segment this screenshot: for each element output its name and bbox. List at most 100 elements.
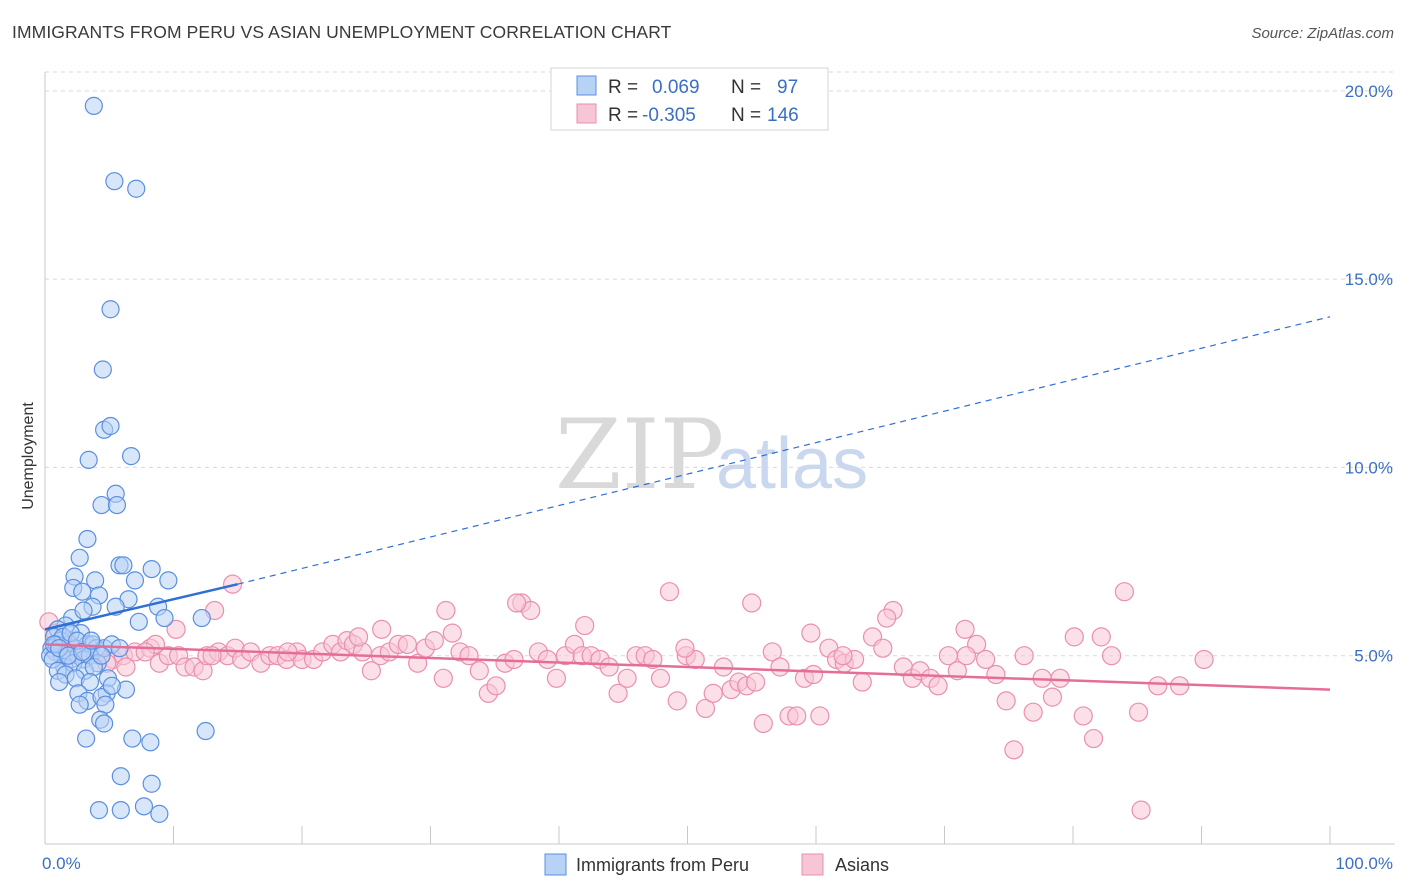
asians-point: [877, 608, 897, 628]
asians-points: [39, 574, 1214, 820]
asians-point: [436, 600, 456, 621]
peru-point: [123, 729, 142, 748]
peru-point: [74, 601, 93, 620]
peru-point: [121, 447, 141, 466]
peru-point: [70, 548, 89, 567]
asians-point: [852, 672, 872, 692]
peru-trend-line: [44, 582, 239, 631]
peru-points: [41, 96, 215, 823]
asians-point: [742, 593, 762, 613]
asians-point: [996, 691, 1016, 711]
watermark-atlas: atlas: [716, 424, 868, 504]
peru-point: [150, 804, 169, 823]
legend-swatch-peru: [576, 75, 597, 96]
peru-point: [141, 733, 160, 752]
peru-point: [77, 729, 96, 748]
asians-point: [956, 646, 976, 666]
bottom-legend: Immigrants from Peru Asians: [544, 853, 889, 876]
asians-point: [770, 657, 790, 677]
bottom-legend-swatch-asians: [801, 853, 824, 876]
peru-point: [111, 801, 130, 820]
asians-point: [506, 593, 527, 613]
x-ticks: [44, 826, 1331, 844]
x-tick-labels: 0.0% 100.0%: [42, 854, 1393, 873]
peru-point: [79, 450, 98, 469]
asians-point: [1042, 687, 1063, 707]
asians-point: [1014, 646, 1034, 666]
asians-point: [361, 661, 381, 681]
y-tick-label: 20.0%: [1345, 82, 1393, 101]
asians-point: [703, 683, 723, 703]
peru-point: [129, 612, 148, 631]
y-tick-label: 10.0%: [1345, 458, 1393, 477]
legend-r-label-asians: R =: [608, 105, 638, 126]
asians-point: [762, 642, 782, 662]
legend-r-value-asians: -0.305: [642, 105, 696, 126]
legend-n-label-asians: N =: [731, 105, 761, 126]
y-tick-label: 15.0%: [1345, 270, 1393, 289]
peru-point: [192, 608, 211, 628]
axes: [44, 72, 1395, 845]
asians-point: [575, 615, 595, 636]
peru-point: [96, 695, 115, 714]
legend-r-value-peru: 0.069: [652, 77, 700, 98]
asians-point: [643, 649, 663, 670]
asians-point: [803, 664, 824, 685]
peru-point: [50, 672, 69, 692]
asians-point: [1148, 676, 1168, 696]
asians-point: [397, 634, 417, 655]
peru-point: [142, 559, 161, 579]
peru-point: [111, 767, 130, 786]
peru-point: [114, 556, 133, 575]
watermark-zip: ZIP: [555, 399, 724, 511]
asians-point: [537, 649, 558, 670]
bottom-legend-swatch-peru: [544, 853, 567, 876]
asians-point: [986, 664, 1006, 685]
peru-point: [107, 495, 127, 515]
peru-point: [73, 582, 92, 601]
asians-point: [617, 668, 637, 688]
peru-point: [134, 797, 154, 816]
asians-point: [1064, 627, 1084, 647]
asians-point: [1114, 582, 1135, 602]
legend: R = 0.069 N = 97 R = -0.305 N = 146: [550, 67, 829, 131]
asians-point: [746, 672, 766, 692]
asians-point: [1091, 627, 1111, 647]
x-tick-label-max: 100.0%: [1335, 854, 1393, 873]
legend-n-value-peru: 97: [777, 77, 798, 98]
asians-point: [459, 646, 479, 666]
bottom-legend-label-peru: Immigrants from Peru: [576, 855, 749, 875]
asians-point: [955, 619, 975, 639]
asians-point: [1004, 740, 1024, 760]
asians-point: [372, 619, 392, 639]
peru-point: [70, 695, 89, 714]
peru-point: [101, 300, 120, 319]
asians-point: [675, 638, 695, 658]
peru-point: [95, 714, 114, 733]
y-tick-labels: 5.0% 10.0% 15.0% 20.0%: [1345, 82, 1393, 666]
peru-point: [92, 646, 111, 665]
asians-point: [469, 661, 489, 681]
peru-point: [93, 360, 112, 379]
asians-point: [166, 619, 186, 639]
legend-box: [550, 67, 829, 131]
peru-point: [92, 495, 111, 515]
peru-point: [102, 676, 121, 695]
asians-point: [650, 668, 671, 688]
peru-point: [105, 172, 124, 191]
asians-point: [667, 691, 687, 711]
asians-point: [810, 706, 830, 726]
peru-trend-extension: [237, 316, 1331, 585]
asians-point: [1073, 706, 1093, 726]
asians-point: [753, 713, 773, 734]
asians-point: [1170, 676, 1190, 696]
chart-title: IMMIGRANTS FROM PERU VS ASIAN UNEMPLOYME…: [12, 22, 672, 42]
y-tick-label: 5.0%: [1354, 647, 1393, 666]
asians-point: [1131, 800, 1151, 820]
asians-point: [1194, 649, 1214, 670]
legend-swatch-asians: [576, 103, 597, 124]
asians-point: [801, 623, 821, 643]
legend-n-label-peru: N =: [731, 77, 761, 98]
peru-point: [127, 179, 146, 198]
peru-point: [159, 571, 178, 590]
